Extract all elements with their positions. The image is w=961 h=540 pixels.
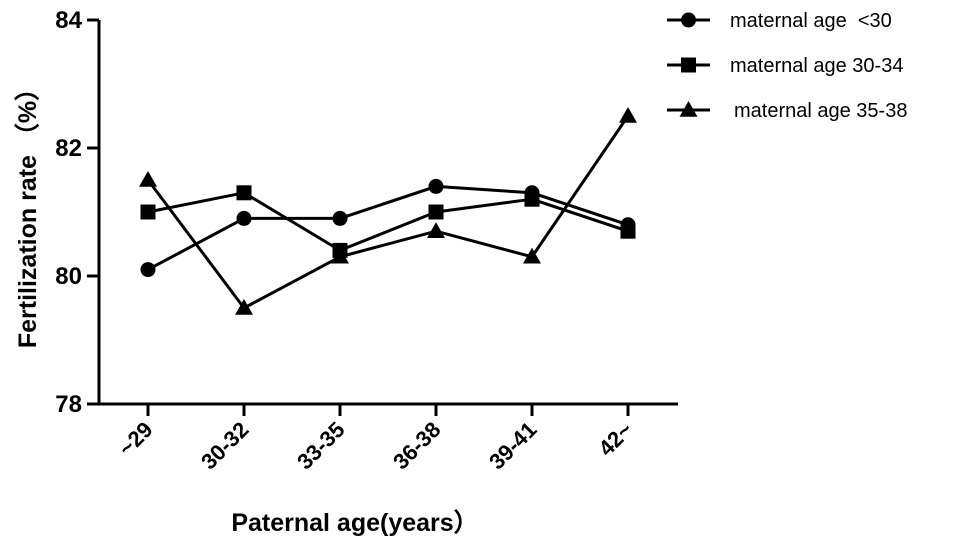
y-tick-label: 82 xyxy=(55,135,82,162)
data-point-square xyxy=(428,204,444,220)
series-layer xyxy=(139,107,637,315)
y-axis-title: Fertilization rate （%） xyxy=(13,76,42,348)
x-axis-title: Paternal age(years） xyxy=(231,508,478,537)
x-tick-label: 42~ xyxy=(593,417,637,461)
series-line xyxy=(147,191,629,252)
y-tick-label: 84 xyxy=(55,7,82,34)
data-point-square xyxy=(620,223,636,239)
legend-item: maternal age 35-38 xyxy=(667,100,907,122)
legend-item: maternal age 30-34 xyxy=(667,55,903,77)
x-tick-label: 33-35 xyxy=(292,417,349,474)
data-point-triangle xyxy=(523,247,541,264)
legend-marker-triangle xyxy=(679,101,698,117)
x-tick-label: ~29 xyxy=(113,417,157,461)
y-tick-label: 80 xyxy=(55,263,82,290)
data-point-triangle xyxy=(235,299,253,315)
data-point-triangle xyxy=(619,107,637,123)
legend-label: maternal age 35-38 xyxy=(734,100,907,122)
data-point-circle xyxy=(428,178,444,194)
legend-label: maternal age 30-34 xyxy=(730,55,903,77)
series-circle xyxy=(140,178,636,278)
series-triangle xyxy=(139,107,637,315)
data-point-square xyxy=(524,191,540,207)
legend-item: maternal age <30 xyxy=(667,10,892,32)
data-point-triangle xyxy=(139,171,157,187)
data-point-circle xyxy=(332,210,348,226)
series-square xyxy=(140,185,636,258)
y-tick-label: 78 xyxy=(55,391,82,418)
x-tick-label: 36-38 xyxy=(388,417,445,474)
series-line xyxy=(146,115,630,310)
data-point-square xyxy=(140,204,156,220)
legend-label: maternal age <30 xyxy=(730,10,892,32)
legend-marker-circle xyxy=(681,12,696,28)
legend: maternal age <30 maternal age 30-34 matern… xyxy=(667,10,907,122)
data-point-circle xyxy=(236,210,252,226)
x-tick-label: 39-41 xyxy=(484,417,541,474)
data-point-triangle xyxy=(427,222,445,238)
series-line xyxy=(147,184,629,271)
data-point-circle xyxy=(140,262,156,278)
data-point-triangle xyxy=(331,247,349,264)
data-point-square xyxy=(236,185,252,201)
legend-marker-square xyxy=(681,57,696,73)
x-tick-label: 30-32 xyxy=(196,417,253,474)
